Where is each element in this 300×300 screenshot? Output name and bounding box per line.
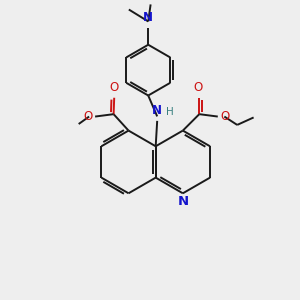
Text: O: O: [83, 110, 93, 123]
Text: H: H: [166, 107, 173, 117]
Text: N: N: [152, 104, 162, 117]
Text: N: N: [177, 195, 188, 208]
Text: O: O: [220, 110, 230, 123]
Text: O: O: [110, 81, 119, 94]
Text: O: O: [193, 81, 203, 94]
Text: N: N: [143, 11, 153, 24]
